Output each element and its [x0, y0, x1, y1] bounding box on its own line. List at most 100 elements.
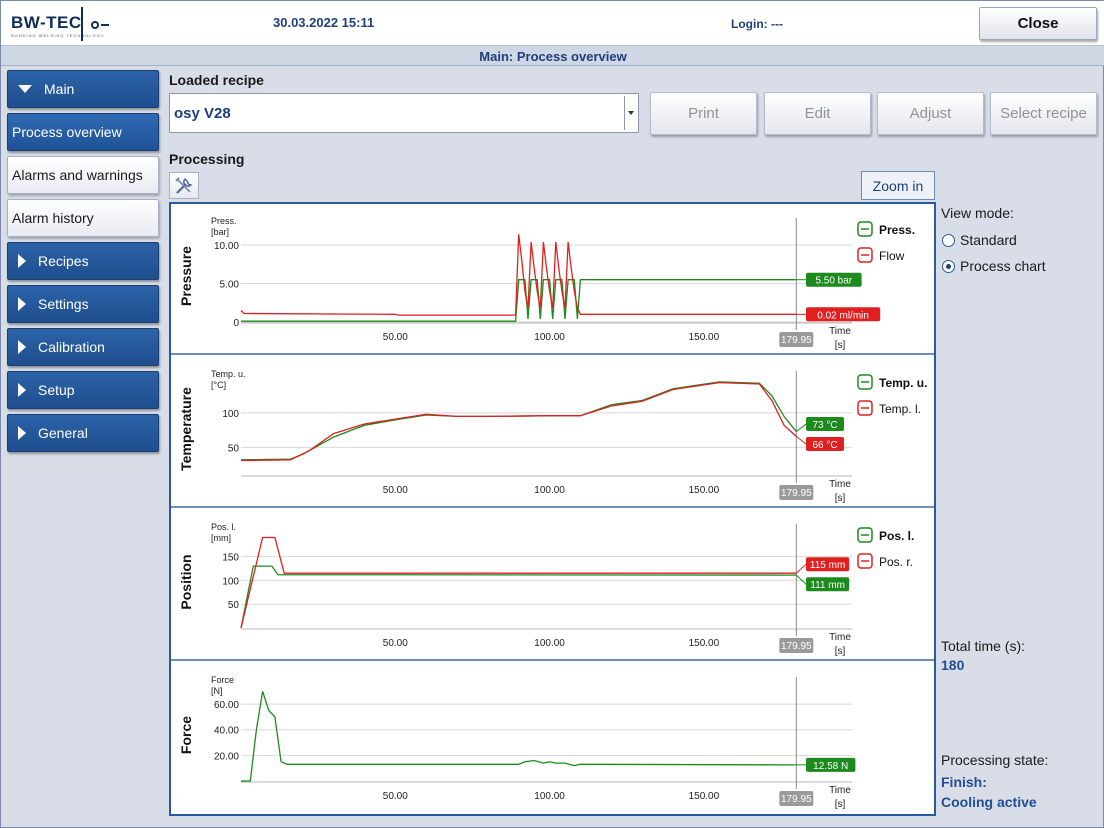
sidebar-item-label: Alarms and warnings: [12, 167, 143, 183]
cursor-badge: [779, 791, 814, 806]
chart-yunit: [mm]: [211, 533, 231, 543]
sidebar-item-label: Main: [44, 81, 75, 97]
y-tick-label: 100: [222, 409, 239, 420]
series-line: [241, 691, 797, 782]
value-badge: [806, 557, 850, 572]
total-time-value: 180: [941, 657, 965, 673]
value-badge: [806, 757, 856, 772]
sidebar-item-main[interactable]: Main: [7, 70, 159, 108]
sidebar-item-label: Settings: [38, 296, 89, 312]
x-tick-label: 50.00: [383, 485, 408, 496]
total-time-label: Total time (s):: [941, 638, 1026, 654]
loaded-recipe-label: Loaded recipe: [169, 72, 264, 88]
value-badge: [806, 307, 881, 322]
processing-label: Processing: [169, 151, 245, 167]
sidebar-item-label: Process overview: [12, 124, 122, 140]
radio-label: Standard: [960, 232, 1017, 248]
chevron-right-icon: [18, 254, 26, 268]
x-tick-label: 50.00: [383, 638, 408, 649]
sidebar-item-label: Alarm history: [12, 210, 94, 226]
y-tick-label: 50: [228, 600, 240, 611]
chevron-right-icon: [18, 340, 26, 354]
chart-xlabel: Time: [829, 632, 851, 643]
sidebar-item-setup[interactable]: Setup: [7, 371, 159, 409]
logo-tagline: BONDING WELDING TECHNOLOGY: [11, 33, 105, 38]
y-tick-label: 0: [233, 318, 239, 329]
sidebar-item-label: General: [38, 425, 88, 441]
x-tick-label: 50.00: [383, 791, 408, 802]
series-line: [240, 536, 797, 629]
x-tick-label: 100.00: [534, 485, 565, 496]
y-tick-label: 40.00: [214, 726, 239, 737]
radio-selected-icon: [942, 259, 955, 273]
x-tick-label: 150.00: [689, 791, 720, 802]
chart-xunit: [s]: [835, 493, 846, 504]
legend-label: Flow: [879, 249, 905, 263]
print-button[interactable]: Print: [650, 92, 757, 135]
process-charts: Pressure Press. [bar] 0 5.00 10.00 50.00 100.00…: [169, 202, 936, 816]
sidebar-item-general[interactable]: General: [7, 414, 159, 452]
recipe-dropdown[interactable]: osy V28: [169, 93, 639, 133]
chart-side-title: Temperature: [178, 387, 194, 471]
chevron-right-icon: [18, 383, 26, 397]
view-mode-label: View mode:: [941, 205, 1014, 221]
processing-state-detail: Cooling active: [941, 794, 1037, 810]
sidebar-item-settings[interactable]: Settings: [7, 285, 159, 323]
series-line: [240, 381, 797, 461]
adjust-button[interactable]: Adjust: [877, 92, 984, 135]
x-tick-label: 150.00: [689, 485, 720, 496]
chart-side-title: Pressure: [178, 246, 194, 306]
badge-connector: [795, 435, 807, 445]
sidebar-item-alarm-history[interactable]: Alarm history: [7, 199, 159, 237]
legend-label: Pos. l.: [879, 529, 914, 543]
logo-dot: [91, 21, 99, 29]
value-badge-label: 73 °C: [812, 420, 837, 431]
sidebar-item-alarms-warnings[interactable]: Alarms and warnings: [7, 156, 159, 194]
y-tick-label: 5.00: [220, 280, 240, 291]
badge-connector: [795, 563, 807, 574]
series-line: [241, 279, 797, 322]
x-tick-label: 150.00: [689, 638, 720, 649]
cursor-badge: [779, 332, 814, 347]
sidebar-item-process-overview[interactable]: Process overview: [7, 113, 159, 151]
chart-ylabel: Force: [211, 675, 234, 685]
recipe-selected-value: osy V28: [174, 104, 231, 122]
chart-xlabel: Time: [829, 326, 851, 337]
chevron-right-icon: [18, 426, 26, 440]
temperature-chart: Temperature Temp. u. [°C] 50 100 50.00 100.00 1…: [171, 357, 934, 508]
bwtec-logo: BW-TEC BONDING WELDING TECHNOLOGY: [9, 7, 159, 41]
value-badge-label: 12.58 N: [813, 761, 848, 772]
force-chart: Force Force [N] 20.00 40.00 60.00 50.00 100.00 1…: [171, 663, 934, 814]
processing-state-label: Processing state:: [941, 752, 1049, 768]
value-badge-label: 111 mm: [810, 580, 845, 591]
sidebar-item-recipes[interactable]: Recipes: [7, 242, 159, 280]
y-tick-label: 60.00: [214, 700, 239, 711]
radio-process-chart[interactable]: Process chart: [942, 258, 1046, 274]
logo-text: BW-TEC: [11, 13, 82, 32]
sidebar-item-label: Recipes: [38, 253, 89, 269]
radio-standard[interactable]: Standard: [942, 232, 1017, 248]
close-button[interactable]: Close: [979, 7, 1097, 40]
chart-side-title: Position: [178, 554, 194, 609]
cursor-label: 179.95: [781, 641, 812, 652]
zoom-in-button[interactable]: Zoom in: [861, 171, 935, 200]
pressure-chart: Pressure Press. [bar] 0 5.00 10.00 50.00 100.00…: [171, 204, 934, 355]
position-chart: Position Pos. l. [mm] 50 100 150 50.00 100.00 15…: [171, 510, 934, 661]
value-badge: [806, 436, 844, 451]
edit-button[interactable]: Edit: [764, 92, 871, 135]
value-badge: [806, 272, 862, 287]
chevron-down-icon[interactable]: [624, 96, 636, 130]
legend-label: Pos. r.: [879, 555, 913, 569]
tools-button[interactable]: [169, 172, 199, 199]
badge-connector: [795, 423, 807, 432]
value-badge-label: 66 °C: [812, 440, 837, 451]
select-recipe-button[interactable]: Select recipe: [990, 92, 1097, 135]
sidebar-item-calibration[interactable]: Calibration: [7, 328, 159, 366]
y-tick-label: 10.00: [214, 241, 239, 252]
chart-xunit: [s]: [835, 646, 846, 657]
series-line: [240, 381, 797, 462]
